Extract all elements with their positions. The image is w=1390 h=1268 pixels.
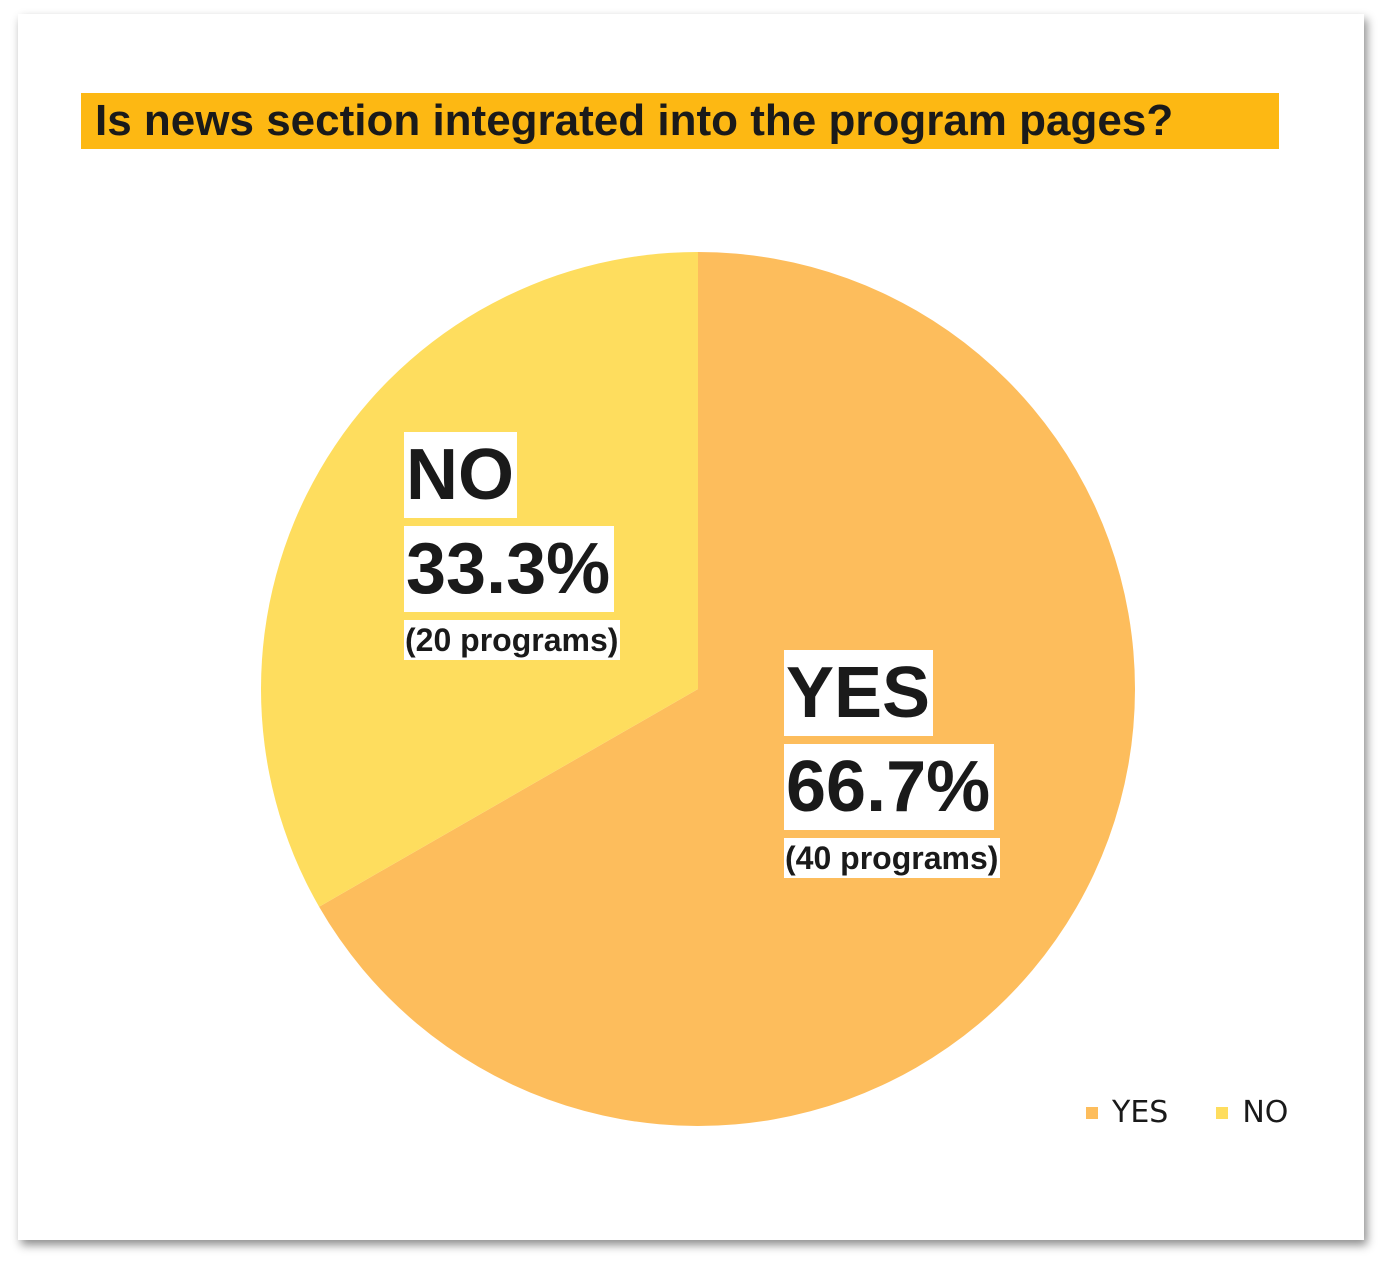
slice-name-label: NO: [404, 432, 517, 518]
chart-title: Is news section integrated into the prog…: [81, 93, 1279, 149]
legend-swatch-no: [1216, 1106, 1229, 1119]
slice-percent-label: 33.3%: [404, 526, 615, 612]
legend-swatch-yes: [1086, 1106, 1098, 1119]
legend-label-no: NO: [1242, 1095, 1289, 1130]
legend-item-no: NO: [1216, 1095, 1288, 1130]
slice-count-label: (40 programs): [784, 838, 1001, 878]
legend-item-yes: YES: [1086, 1095, 1168, 1130]
slice-label-yes: YES 66.7% (40 programs): [784, 650, 1001, 878]
chart-legend: YES NO: [1086, 1095, 1288, 1130]
slice-name-label: YES: [784, 650, 934, 736]
slice-count-label: (20 programs): [404, 620, 621, 660]
slice-label-no: NO 33.3% (20 programs): [404, 432, 621, 660]
slice-percent-label: 66.7%: [784, 744, 995, 830]
pie-slice-yes: [319, 252, 1136, 1126]
legend-label-yes: YES: [1112, 1095, 1169, 1130]
